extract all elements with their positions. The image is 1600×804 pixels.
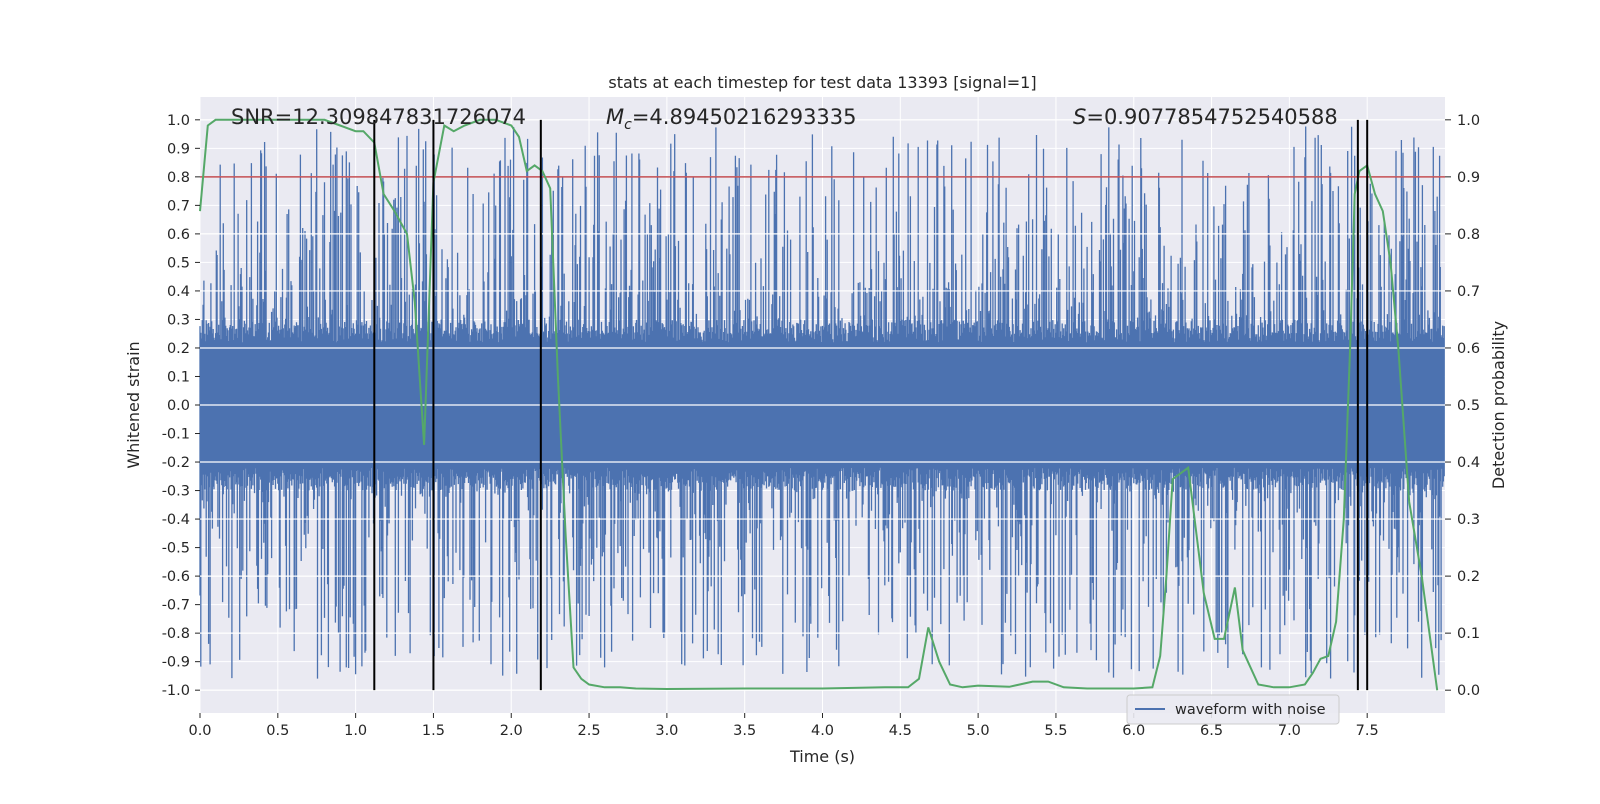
y-left-tick-label: 0.9 — [167, 141, 190, 157]
vertical-markers — [373, 119, 1369, 691]
y-left-tick-label: 0.6 — [167, 227, 190, 243]
x-tick-label: 1.0 — [344, 723, 367, 739]
y-right-tick-label: 0.4 — [1457, 455, 1480, 471]
legend: waveform with noise — [1126, 694, 1340, 725]
y-left-tick-label: -1.0 — [162, 683, 190, 699]
axis-ticks: 0.0 0.5 1.0 1.5 2.0 2.5 3.0 3.5 4.0 4.5 5.0 5.5 6.0 6… — [162, 113, 1480, 739]
y-right-tick-label: 0.2 — [1457, 569, 1480, 585]
y-left-tick-label: 0.2 — [167, 341, 190, 357]
x-tick-label: 3.0 — [655, 723, 678, 739]
y-left-tick-label: -0.5 — [162, 541, 190, 557]
chart-title: stats at each timestep for test data 133… — [608, 73, 1036, 92]
y-right-tick-label: 0.8 — [1457, 227, 1480, 243]
x-tick-label: 2.5 — [578, 723, 601, 739]
y-left-tick-label: 1.0 — [167, 113, 190, 129]
x-tick-label: 4.0 — [811, 723, 834, 739]
x-tick-label: 2.0 — [500, 723, 523, 739]
mc-subscript: c — [624, 117, 632, 133]
x-tick-label: 6.5 — [1200, 723, 1223, 739]
y-left-tick-label: -0.1 — [162, 427, 190, 443]
y-left-tick-label: -0.9 — [162, 655, 190, 671]
s-value: =0.9077854752540588 — [1086, 105, 1337, 129]
legend-box — [1126, 694, 1340, 725]
y-left-tick-label: 0.4 — [167, 284, 190, 300]
y-right-tick-label: 0.7 — [1457, 284, 1480, 300]
x-axis-label: Time (s) — [789, 747, 855, 766]
y-right-tick-label: 0.5 — [1457, 398, 1480, 414]
y-left-tick-label: -0.4 — [162, 512, 190, 528]
mc-symbol: M — [606, 105, 624, 129]
y-right-tick-label: 0.3 — [1457, 512, 1480, 528]
y-right-tick-label: 1.0 — [1457, 113, 1480, 129]
y-left-tick-label: 0.1 — [167, 369, 190, 385]
y-left-tick-label: -0.3 — [162, 484, 190, 500]
y-left-tick-label: -0.8 — [162, 626, 190, 642]
x-tick-label: 0.0 — [188, 723, 211, 739]
y-left-tick-label: 0.0 — [167, 398, 190, 414]
y-left-tick-label: 0.7 — [167, 198, 190, 214]
chirp-mass-annotation: Mc=4.89450216293335 — [606, 105, 857, 133]
y-right-tick-label: 0.6 — [1457, 341, 1480, 357]
y-right-tick-label: 0.0 — [1457, 683, 1480, 699]
x-tick-label: 7.0 — [1278, 723, 1301, 739]
y-axis-left-label: Whitened strain — [124, 341, 143, 468]
y-left-tick-label: 0.5 — [167, 255, 190, 271]
y-left-tick-label: 0.8 — [167, 170, 190, 186]
y-left-tick-label: -0.7 — [162, 598, 190, 614]
x-tick-label: 0.5 — [266, 723, 289, 739]
y-right-tick-label: 0.1 — [1457, 626, 1480, 642]
y-left-tick-label: 0.3 — [167, 312, 190, 328]
legend-label-waveform: waveform with noise — [1175, 702, 1326, 718]
x-tick-label: 3.5 — [733, 723, 756, 739]
x-tick-label: 6.0 — [1122, 723, 1145, 739]
snr-annotation: SNR=12.309847831726074 — [231, 105, 526, 129]
x-tick-label: 7.5 — [1356, 723, 1379, 739]
x-tick-label: 5.5 — [1044, 723, 1067, 739]
x-tick-label: 4.5 — [889, 723, 912, 739]
x-tick-label: 1.5 — [422, 723, 445, 739]
score-annotation: S=0.9077854752540588 — [1073, 105, 1338, 129]
detection-probability-line — [199, 118, 1439, 691]
s-symbol: S — [1073, 105, 1086, 129]
x-tick-label: 5.0 — [967, 723, 990, 739]
y-right-tick-label: 0.9 — [1457, 170, 1480, 186]
y-left-tick-label: -0.2 — [162, 455, 190, 471]
y-axis-right-label: Detection probability — [1489, 321, 1508, 489]
y-left-tick-label: -0.6 — [162, 569, 190, 585]
mc-value: =4.89450216293335 — [632, 105, 857, 129]
